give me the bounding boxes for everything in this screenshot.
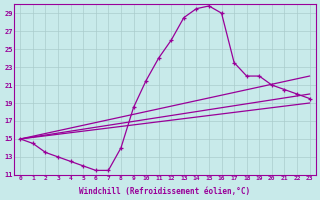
X-axis label: Windchill (Refroidissement éolien,°C): Windchill (Refroidissement éolien,°C) [79, 187, 251, 196]
